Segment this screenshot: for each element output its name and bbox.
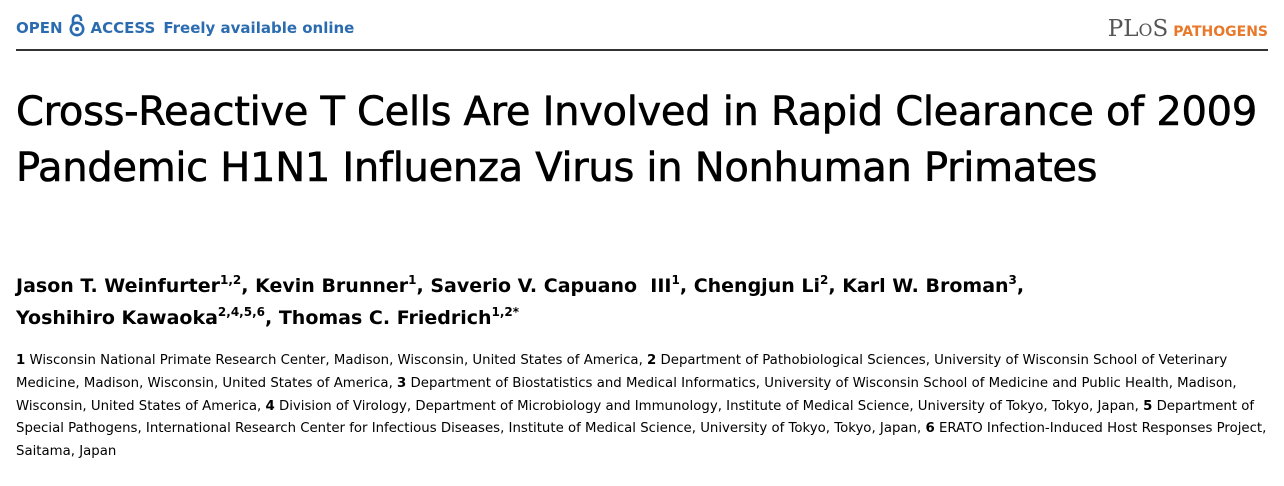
author-separator: ,	[1016, 275, 1025, 297]
author-list: Jason T. Weinfurter1,2, Kevin Brunner1, …	[16, 270, 1276, 334]
author-affiliation-ref: 3	[1008, 273, 1017, 287]
open-label: OPEN	[16, 19, 63, 37]
affiliation-number: 4	[265, 398, 275, 414]
author: Saverio V. Capuano III1,	[430, 273, 694, 297]
author-affiliation-ref: 1,2*	[491, 305, 520, 319]
author: Karl W. Broman3,	[842, 273, 1025, 297]
open-lock-icon	[69, 14, 85, 37]
author-separator: ,	[416, 275, 431, 297]
author: Chengjun Li2,	[693, 273, 843, 297]
author: Jason T. Weinfurter1,2,	[16, 273, 256, 297]
author-separator: ,	[265, 307, 279, 329]
author-name: Yoshihiro Kawaoka	[16, 307, 218, 329]
author-name: Karl W. Broman	[842, 275, 1009, 297]
affiliation-text: Wisconsin National Primate Research Cent…	[29, 353, 643, 368]
affiliation-number: 3	[397, 375, 407, 391]
open-access-banner: OPEN ACCESS Freely available online	[16, 14, 355, 37]
author-affiliation-ref: 2	[820, 273, 829, 287]
author-separator: ,	[828, 275, 843, 297]
affiliation-number: 1	[16, 353, 26, 368]
author: Thomas C. Friedrich1,2*	[278, 305, 520, 329]
affiliation-text: ERATO Infection-Induced Host Responses P…	[16, 421, 1267, 460]
journal-name: PATHOGENS	[1173, 24, 1268, 40]
article-title: Cross-Reactive T Cells Are Involved in R…	[16, 89, 1258, 192]
page-header: OPEN ACCESS Freely available online PLOS…	[16, 0, 1268, 51]
affiliation-text: Department of Biostatistics and Medical …	[16, 375, 1237, 414]
journal-logo: PLOS PATHOGENS	[1108, 16, 1268, 42]
access-label: ACCESS	[90, 19, 156, 37]
author: Kevin Brunner1,	[255, 273, 431, 297]
author-name: Thomas C. Friedrich	[278, 307, 492, 329]
affiliation-number: 6	[925, 421, 935, 437]
plos-logo-text: PLOS	[1107, 16, 1169, 42]
affiliation-text: Division of Virology, Department of Micr…	[278, 398, 1139, 414]
author-separator: ,	[241, 275, 256, 297]
affiliation-text: Department of Special Pathogens, Interna…	[16, 398, 1255, 437]
affiliation-number: 2	[647, 353, 657, 368]
author-name: Chengjun Li	[693, 275, 820, 297]
author-separator: ,	[679, 275, 694, 297]
affiliation-number: 5	[1143, 398, 1153, 414]
author-affiliation-ref: 1	[408, 273, 417, 287]
author-affiliation-ref: 1	[671, 273, 680, 287]
author-name: Kevin Brunner	[255, 275, 409, 297]
freely-available-label: Freely available online	[163, 19, 355, 37]
author-affiliation-ref: 2,4,5,6	[217, 305, 265, 319]
affiliation-text: Department of Pathobiological Sciences, …	[16, 353, 1228, 391]
author-affiliation-ref: 1,2	[220, 273, 242, 287]
author-name: Jason T. Weinfurter	[16, 275, 221, 297]
author-name: Saverio V. Capuano III	[430, 275, 672, 297]
affiliation-list: 1 Wisconsin National Primate Research Ce…	[16, 350, 1268, 464]
author: Yoshihiro Kawaoka2,4,5,6,	[16, 305, 279, 329]
